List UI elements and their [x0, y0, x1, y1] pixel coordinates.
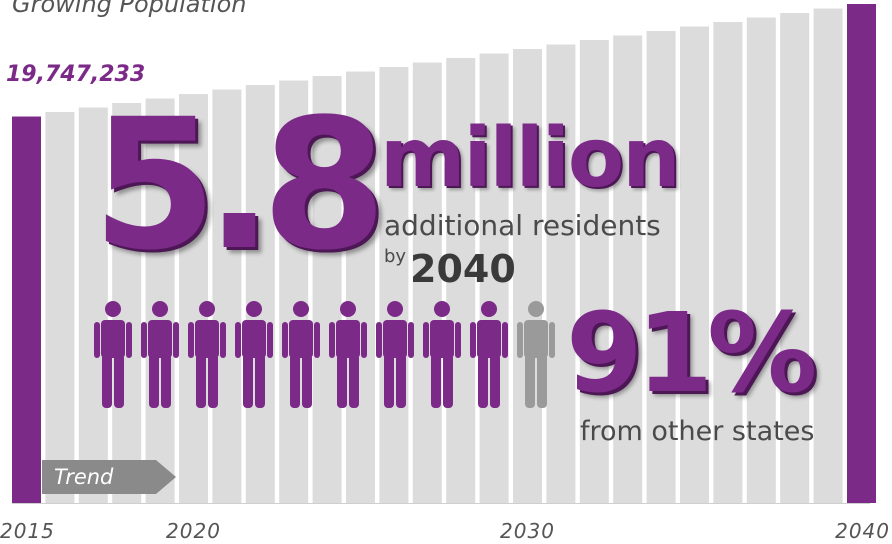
bar-2026 — [379, 67, 409, 503]
bar-2015 — [12, 116, 41, 504]
bar-2016 — [45, 112, 75, 503]
person-icon — [282, 301, 320, 408]
bar-2022 — [245, 85, 275, 504]
bar-2035 — [680, 26, 709, 504]
headline-unit: million — [380, 111, 681, 206]
person-icon — [141, 301, 179, 408]
bar-2019 — [145, 98, 175, 503]
headline-year: 2040 — [410, 247, 516, 291]
bar-2017 — [78, 107, 108, 503]
bar-2021 — [212, 89, 242, 504]
bar-2036 — [713, 22, 743, 503]
bar-2034 — [646, 31, 676, 504]
x-tick-label: 2015 — [0, 519, 55, 543]
bar-2039 — [813, 8, 843, 503]
x-axis-ticks: 2015 2020 2030 2040 — [0, 519, 890, 543]
bar-2040 — [847, 4, 876, 503]
share-label: from other states — [580, 416, 815, 447]
bar-2030 — [513, 49, 542, 503]
trend-tag: Trend — [42, 460, 176, 494]
start-value-label: 19,747,233 — [6, 62, 146, 87]
bar-2037 — [746, 17, 776, 504]
bar-2025 — [346, 71, 375, 503]
bar-2033 — [613, 35, 643, 503]
person-icon — [517, 301, 555, 408]
headline-by: by — [384, 246, 407, 267]
person-icon — [94, 301, 132, 408]
trend-tag-shape — [42, 460, 176, 494]
headline-subtitle: additional residents — [384, 209, 661, 242]
bar-2024 — [312, 76, 342, 504]
share-percent: 91% — [566, 289, 817, 417]
bar-2027 — [412, 62, 442, 504]
person-icon — [188, 301, 226, 408]
person-icon — [423, 301, 461, 408]
trend-label: Trend — [54, 465, 114, 489]
person-icon — [470, 301, 508, 408]
bar-2023 — [279, 80, 309, 503]
people-icon-row — [94, 301, 555, 408]
person-icon — [376, 301, 414, 408]
x-tick-label: 2030 — [500, 519, 555, 543]
x-tick-label: 2020 — [166, 519, 221, 543]
bar-2032 — [579, 40, 609, 503]
bar-2020 — [179, 94, 208, 503]
person-icon — [235, 301, 273, 408]
bar-2031 — [546, 44, 576, 504]
bar-2029 — [479, 53, 509, 503]
person-icon — [329, 301, 367, 408]
chart-title: Growing Population — [12, 0, 247, 18]
headline-number: 5.8 — [92, 81, 387, 290]
bars-group — [12, 4, 876, 504]
bar-2028 — [446, 58, 476, 504]
x-tick-label: 2040 — [835, 519, 890, 543]
bar-2038 — [780, 13, 810, 504]
